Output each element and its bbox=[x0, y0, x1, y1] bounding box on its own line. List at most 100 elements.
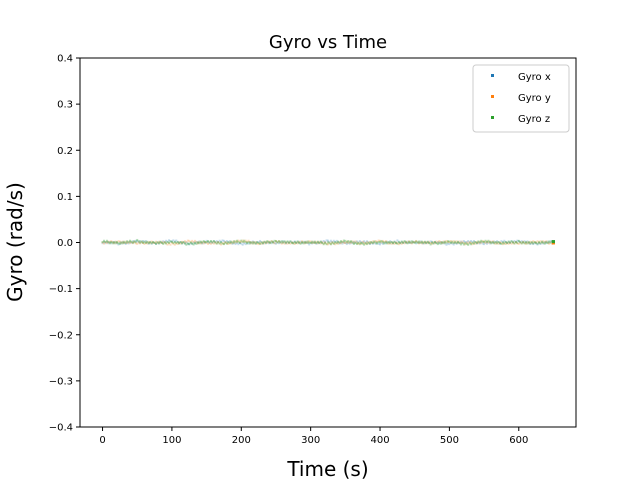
data-point-gyro-x bbox=[120, 242, 123, 245]
data-point-gyro-z bbox=[316, 240, 319, 243]
data-point-gyro-x bbox=[172, 239, 175, 242]
data-point-gyro-y bbox=[202, 242, 205, 245]
data-point-gyro-y bbox=[169, 243, 172, 246]
data-point-gyro-y bbox=[298, 240, 301, 243]
data-point-gyro-z bbox=[110, 241, 113, 244]
data-point-gyro-z bbox=[298, 241, 301, 244]
data-point-gyro-z bbox=[514, 240, 517, 243]
data-point-gyro-y bbox=[126, 242, 129, 245]
data-point-gyro-y bbox=[549, 241, 552, 244]
data-point-gyro-z bbox=[341, 241, 344, 244]
data-point-gyro-y bbox=[147, 241, 150, 244]
data-point-gyro-x bbox=[431, 240, 434, 243]
data-point-gyro-z bbox=[405, 241, 408, 244]
data-point-gyro-y bbox=[367, 242, 370, 245]
data-point-gyro-z bbox=[321, 241, 324, 244]
data-point-gyro-z bbox=[471, 241, 474, 244]
data-point-gyro-y bbox=[504, 242, 507, 245]
data-point-gyro-x bbox=[465, 241, 468, 244]
data-series bbox=[101, 238, 555, 246]
data-point-gyro-y bbox=[509, 241, 512, 244]
data-point-gyro-y bbox=[405, 240, 408, 243]
data-point-gyro-y bbox=[338, 241, 341, 244]
data-point-gyro-x bbox=[539, 242, 542, 245]
data-point-gyro-y bbox=[444, 241, 447, 244]
data-point-gyro-x bbox=[341, 242, 344, 245]
data-point-gyro-y bbox=[436, 241, 439, 244]
data-point-gyro-y bbox=[533, 241, 536, 244]
data-point-gyro-y bbox=[181, 240, 184, 243]
data-point-gyro-y bbox=[248, 241, 251, 244]
data-point-gyro-x bbox=[237, 243, 240, 246]
data-point-gyro-y bbox=[478, 240, 481, 243]
data-point-gyro-y bbox=[302, 241, 305, 244]
data-point-gyro-y bbox=[322, 242, 325, 245]
data-point-gyro-y bbox=[516, 242, 519, 245]
data-point-gyro-x bbox=[407, 241, 410, 244]
data-point-gyro-y bbox=[243, 240, 246, 243]
data-point-gyro-z bbox=[546, 242, 549, 245]
data-point-gyro-y bbox=[360, 242, 363, 245]
data-point-gyro-y bbox=[371, 240, 374, 243]
data-point-gyro-x bbox=[386, 240, 389, 243]
data-point-gyro-z bbox=[114, 242, 117, 245]
data-point-gyro-z bbox=[497, 241, 500, 244]
data-point-gyro-x bbox=[169, 240, 172, 243]
data-point-gyro-y bbox=[353, 241, 356, 244]
data-point-gyro-z bbox=[340, 240, 343, 243]
x-axis-ticks: 0 100 200 300 400 500 600 bbox=[99, 427, 528, 446]
data-point-gyro-y bbox=[406, 241, 409, 244]
data-point-gyro-z bbox=[166, 240, 169, 243]
y-tick-label: −0.3 bbox=[49, 376, 73, 387]
data-point-gyro-y bbox=[329, 242, 332, 245]
data-point-gyro-z bbox=[159, 240, 162, 243]
data-point-gyro-z bbox=[355, 243, 358, 246]
data-point-gyro-x bbox=[533, 241, 536, 244]
data-point-gyro-x bbox=[204, 242, 207, 245]
data-point-gyro-z bbox=[380, 239, 383, 242]
data-point-gyro-z bbox=[185, 243, 188, 246]
data-point-gyro-z bbox=[538, 241, 541, 244]
data-point-gyro-x bbox=[530, 241, 533, 244]
data-point-gyro-y bbox=[538, 241, 541, 244]
data-point-gyro-x bbox=[410, 241, 413, 244]
data-point-gyro-x bbox=[472, 240, 475, 243]
data-point-gyro-x bbox=[357, 241, 360, 244]
data-point-gyro-z-last bbox=[551, 240, 555, 244]
data-point-gyro-z bbox=[308, 241, 311, 244]
data-point-gyro-y bbox=[332, 242, 335, 245]
data-point-gyro-z bbox=[523, 242, 526, 245]
data-point-gyro-z bbox=[192, 243, 195, 246]
data-point-gyro-z bbox=[156, 241, 159, 244]
data-point-gyro-x bbox=[400, 240, 403, 243]
data-point-gyro-y bbox=[423, 242, 426, 245]
data-point-gyro-y bbox=[267, 240, 270, 243]
data-point-gyro-z bbox=[506, 242, 509, 245]
data-point-gyro-y bbox=[413, 241, 416, 244]
data-point-gyro-z bbox=[536, 242, 539, 245]
data-point-gyro-x bbox=[217, 241, 220, 244]
data-point-gyro-z bbox=[332, 242, 335, 245]
data-point-gyro-x bbox=[477, 241, 480, 244]
data-point-gyro-x bbox=[192, 241, 195, 244]
data-point-gyro-y bbox=[225, 242, 228, 245]
data-point-gyro-y bbox=[470, 242, 473, 245]
data-point-gyro-x bbox=[227, 241, 230, 244]
data-point-gyro-z bbox=[113, 241, 116, 244]
data-point-gyro-y bbox=[507, 242, 510, 245]
data-point-gyro-z bbox=[292, 242, 295, 245]
data-point-gyro-x bbox=[436, 240, 439, 243]
data-point-gyro-y bbox=[428, 240, 431, 243]
data-point-gyro-z bbox=[549, 241, 552, 244]
data-point-gyro-y bbox=[312, 240, 315, 243]
data-point-gyro-y bbox=[540, 241, 543, 244]
data-point-gyro-x bbox=[363, 240, 366, 243]
data-point-gyro-x bbox=[254, 242, 257, 245]
data-point-gyro-z bbox=[227, 241, 230, 244]
data-point-gyro-x bbox=[351, 242, 354, 245]
data-point-gyro-z bbox=[436, 243, 439, 246]
data-point-gyro-z bbox=[449, 241, 452, 244]
data-point-gyro-z bbox=[364, 242, 367, 245]
data-point-gyro-x bbox=[429, 240, 432, 243]
data-point-gyro-x bbox=[509, 241, 512, 244]
